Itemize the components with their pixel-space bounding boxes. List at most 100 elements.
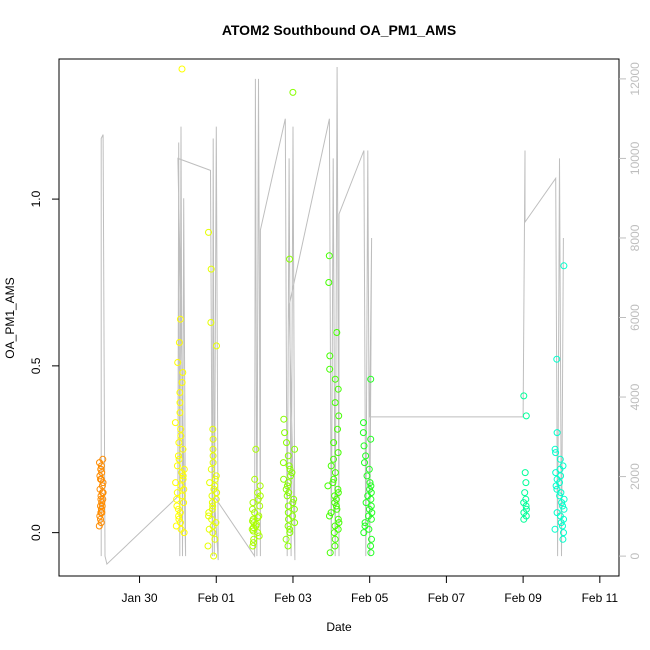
- data-point: [251, 475, 259, 483]
- data-point: [209, 452, 217, 460]
- data-point: [282, 535, 290, 543]
- data-point: [178, 492, 186, 500]
- data-point: [177, 425, 185, 433]
- data-point: [180, 485, 188, 493]
- data-point: [366, 479, 374, 487]
- chart-title: ATOM2 Southbound OA_PM1_AMS: [222, 22, 456, 38]
- data-point: [99, 479, 107, 487]
- data-point: [283, 439, 290, 447]
- data-point: [325, 252, 333, 260]
- y2-tick-label: 0: [628, 552, 642, 559]
- data-point: [334, 485, 342, 493]
- data-point: [284, 452, 292, 460]
- y2-tick-label: 10000: [628, 141, 642, 175]
- data-point: [335, 412, 343, 420]
- data-point: [285, 515, 292, 523]
- data-point: [324, 482, 332, 490]
- y-tick-label: 0.0: [29, 524, 43, 541]
- data-point: [249, 499, 257, 507]
- data-point: [331, 375, 339, 383]
- data-point: [367, 515, 375, 523]
- data-point: [333, 505, 341, 513]
- data-point: [255, 512, 263, 520]
- x-tick-label: Feb 11: [582, 591, 619, 605]
- data-point: [362, 452, 370, 460]
- data-point: [325, 279, 333, 286]
- data-point: [211, 482, 219, 490]
- y2-tick-label: 12000: [628, 62, 642, 96]
- data-point: [97, 515, 104, 523]
- data-point: [553, 429, 561, 437]
- data-point: [330, 439, 338, 447]
- data-point: [334, 515, 342, 523]
- data-point: [326, 512, 333, 520]
- data-point: [333, 329, 341, 336]
- data-point: [331, 499, 339, 507]
- data-point: [287, 472, 295, 480]
- data-point: [335, 519, 343, 527]
- data-point: [522, 502, 530, 510]
- data-point: [175, 439, 183, 447]
- data-point: [256, 502, 264, 510]
- data-point: [177, 432, 185, 440]
- data-point: [256, 482, 264, 490]
- data-point: [326, 549, 334, 557]
- data-point: [97, 492, 105, 500]
- data-point: [213, 489, 221, 497]
- data-point: [367, 549, 375, 557]
- data-point: [97, 505, 105, 513]
- data-point: [559, 522, 566, 530]
- data-point: [97, 462, 105, 470]
- data-point: [179, 369, 187, 376]
- data-point: [552, 449, 560, 457]
- data-point: [205, 228, 212, 236]
- data-point: [330, 529, 338, 537]
- data-point: [97, 465, 105, 473]
- data-point: [250, 535, 258, 543]
- y2-tick-label: 8000: [628, 224, 642, 251]
- data-point: [360, 442, 368, 450]
- data-point: [361, 459, 368, 467]
- data-point: [207, 265, 215, 273]
- y2-axis: 0 2000 4000 6000 8000 10000 12000: [619, 62, 642, 559]
- data-point: [173, 462, 181, 470]
- data-point: [177, 519, 184, 527]
- data-point: [252, 445, 260, 453]
- x-tick-label: Feb 03: [274, 591, 312, 605]
- data-point: [179, 475, 187, 483]
- data-point: [367, 435, 375, 443]
- data-point: [284, 522, 292, 530]
- data-point: [361, 519, 369, 527]
- data-point: [211, 535, 219, 543]
- data-point: [365, 465, 373, 473]
- data-point: [284, 479, 292, 487]
- data-point: [291, 519, 299, 527]
- data-point: [98, 502, 106, 510]
- data-point: [367, 495, 375, 503]
- data-point: [290, 505, 298, 513]
- data-point: [365, 525, 373, 533]
- data-point: [99, 495, 107, 503]
- x-tick-label: Feb 09: [504, 591, 542, 605]
- data-point: [173, 502, 181, 510]
- data-point: [559, 502, 567, 510]
- data-point: [522, 412, 530, 420]
- data-point: [551, 445, 559, 453]
- data-point: [208, 515, 216, 523]
- data-point: [98, 489, 106, 497]
- data-point: [289, 499, 297, 507]
- data-point: [286, 255, 294, 263]
- data-point: [326, 352, 334, 360]
- x-tick-label: Feb 05: [351, 591, 389, 605]
- data-point: [176, 389, 184, 396]
- x-tick-label: Feb 07: [428, 591, 466, 605]
- data-point: [178, 379, 186, 386]
- data-point: [280, 475, 288, 483]
- data-point: [331, 469, 339, 477]
- data-point: [332, 502, 340, 510]
- data-point: [212, 472, 220, 480]
- data-point: [368, 535, 375, 543]
- data-point: [560, 505, 568, 513]
- data-point: [205, 509, 213, 517]
